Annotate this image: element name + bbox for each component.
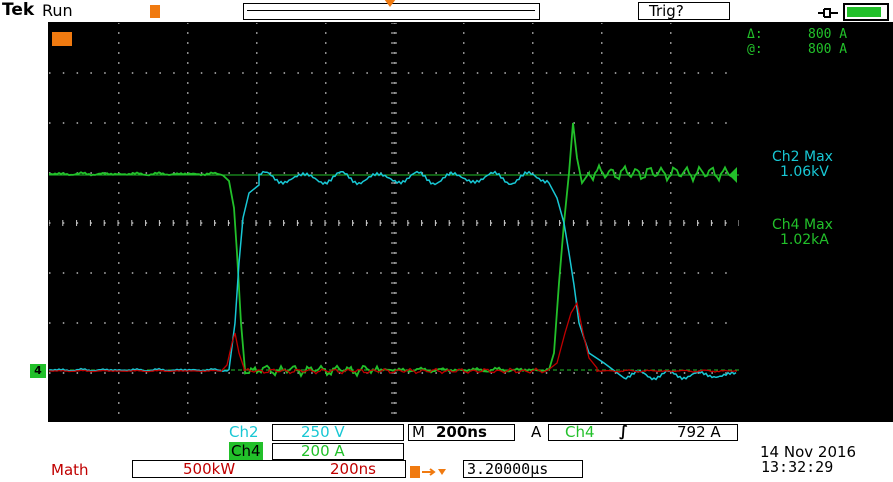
trigger-position-icon	[150, 5, 160, 18]
ch4-label[interactable]: Ch4	[229, 442, 263, 460]
ch2-max-label: Ch2 Max	[772, 149, 833, 165]
battery-icon	[843, 3, 889, 21]
ch4-ground-marker: 4	[30, 364, 46, 378]
settings-bar: Ch2 250 V Ch4 200 A M 200ns A Ch4 ∫ 792 …	[0, 422, 893, 479]
math-settings-box[interactable]: 500kW 200ns	[132, 460, 406, 478]
timebase-mode: M	[412, 423, 425, 441]
brand-label: Tek	[2, 0, 35, 20]
math-trace	[49, 301, 738, 375]
ch2-label[interactable]: Ch2	[229, 423, 259, 441]
trigger-channel: Ch4	[565, 423, 595, 441]
math-scale: 500kW	[183, 460, 236, 478]
position-value: 3.20000μs	[467, 460, 549, 478]
at-value: 800 A	[808, 42, 848, 57]
trigger-marker-icon	[384, 0, 396, 7]
trigger-status-box: Trig?	[638, 2, 730, 20]
ch4-trace	[48, 122, 734, 378]
battery-fill	[847, 7, 881, 17]
status-bar: Tek Run Trig?	[0, 0, 893, 22]
trigger-mode: A	[531, 423, 542, 441]
ch4-scale: 200 A	[301, 442, 345, 460]
trigger-level: 792 A	[677, 423, 721, 441]
run-state: Run	[42, 1, 73, 20]
ch2-scale-box[interactable]: 250 V	[272, 423, 404, 441]
trigger-slope-icon: ∫	[619, 422, 629, 440]
ch2-trace	[48, 170, 737, 381]
horizontal-position-icon	[410, 463, 460, 478]
position-box[interactable]: 3.20000μs	[463, 460, 583, 478]
ch2-level-arrow	[729, 167, 737, 183]
math-label[interactable]: Math	[51, 461, 89, 479]
graticule-center-ticks	[48, 22, 740, 424]
graticule-grid	[49, 22, 741, 424]
ch2-scale: 250 V	[301, 423, 345, 441]
trigger-settings-box[interactable]: Ch4 ∫ 792 A	[548, 422, 738, 441]
ch2-max-value: 1.06kV	[780, 164, 829, 180]
math-time-scale: 200ns	[330, 460, 376, 478]
date-label: 14 Nov 2016	[760, 443, 857, 461]
readout-panel: Δ: 800 A @: 800 A Ch2 Max 1.06kV Ch4 Max…	[740, 22, 893, 422]
time-label: 13:32:29	[761, 458, 834, 476]
delta-value: 800 A	[808, 27, 848, 42]
trigger-status: Trig?	[649, 2, 684, 20]
at-label: @:	[747, 42, 763, 57]
timebase-box[interactable]: M 200ns	[408, 423, 515, 441]
ch4-max-value: 1.02kA	[780, 232, 829, 248]
waveform-display[interactable]	[48, 22, 741, 424]
delta-label: Δ:	[747, 27, 763, 42]
trigger-level-icon	[52, 32, 72, 46]
waveform-svg	[48, 22, 741, 424]
ch4-max-label: Ch4 Max	[772, 217, 833, 233]
record-view-bar	[243, 0, 540, 20]
power-plug-icon	[818, 4, 838, 18]
ch4-scale-box[interactable]: 200 A	[272, 442, 404, 460]
timebase-scale: 200ns	[436, 423, 487, 441]
